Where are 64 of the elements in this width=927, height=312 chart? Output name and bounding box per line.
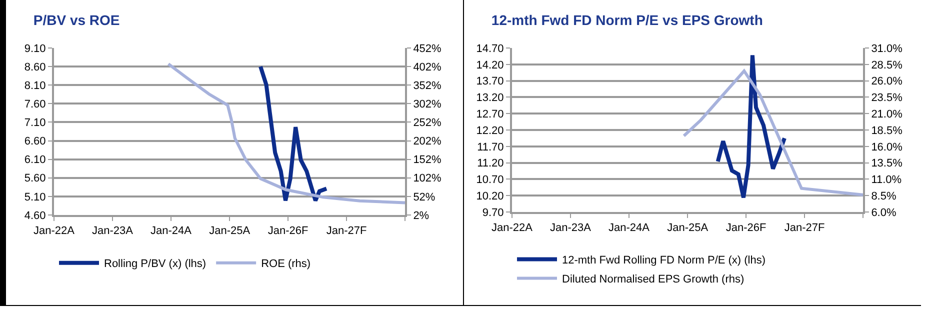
x-tick-label: Jan-23A bbox=[92, 225, 134, 238]
line-series bbox=[716, 53, 786, 200]
legend-label: ROE (rhs) bbox=[261, 258, 311, 270]
y-tick-label: 14.70 bbox=[476, 42, 504, 55]
y2-tick-label: 152% bbox=[413, 154, 442, 166]
y2-tick-label: 202% bbox=[413, 136, 442, 148]
y2-tick-label: 26.0% bbox=[871, 76, 903, 88]
y2-tick-label: 23.5% bbox=[871, 92, 903, 104]
legend-label: Diluted Normalised EPS Growth (rhs) bbox=[562, 274, 744, 286]
x-tick-label: Jan-22A bbox=[492, 222, 534, 234]
legend-label: 12-mth Fwd Rolling FD Norm P/E (x) (lhs) bbox=[562, 254, 766, 267]
chart-title: P/BV vs ROE bbox=[33, 12, 120, 28]
x-tick-label: Jan-25A bbox=[667, 222, 709, 234]
y2-tick-label: 52% bbox=[413, 191, 436, 204]
y-tick-label: 12.20 bbox=[476, 124, 504, 137]
chart-title: 12-mth Fwd FD Norm P/E vs EPS Growth bbox=[491, 12, 763, 28]
y2-tick-label: 11.0% bbox=[871, 174, 902, 186]
y-tick-label: 8.10 bbox=[24, 80, 46, 92]
y-tick-label: 13.20 bbox=[476, 92, 504, 104]
y2-tick-label: 2% bbox=[413, 210, 430, 222]
line-series bbox=[682, 69, 863, 196]
y-tick-label: 10.20 bbox=[476, 190, 504, 202]
y-tick-label: 4.60 bbox=[24, 210, 46, 222]
y-tick-label: 5.60 bbox=[24, 172, 46, 185]
y2-tick-label: 28.5% bbox=[871, 59, 903, 72]
y2-tick-label: 252% bbox=[413, 117, 442, 130]
y-tick-label: 6.10 bbox=[24, 154, 46, 166]
x-tick-label: Jan-25A bbox=[209, 225, 251, 238]
x-tick-label: Jan-24A bbox=[150, 225, 192, 238]
x-tick-label: Jan-27F bbox=[784, 222, 825, 234]
y-tick-label: 9.10 bbox=[24, 42, 46, 55]
x-tick-label: Jan-27F bbox=[326, 225, 367, 238]
x-tick-label: Jan-26F bbox=[268, 225, 309, 238]
y-tick-label: 7.10 bbox=[24, 117, 46, 130]
y2-tick-label: 13.5% bbox=[871, 158, 903, 170]
y2-tick-label: 16.0% bbox=[871, 141, 903, 154]
y2-tick-label: 31.0% bbox=[871, 42, 903, 55]
y2-tick-label: 6.0% bbox=[871, 206, 896, 219]
legend-label: Rolling P/BV (x) (lhs) bbox=[104, 258, 206, 270]
y2-tick-label: 102% bbox=[413, 172, 442, 185]
y2-tick-label: 8.5% bbox=[871, 190, 896, 202]
y2-tick-label: 452% bbox=[413, 42, 442, 55]
y-tick-label: 10.70 bbox=[476, 174, 504, 186]
x-tick-label: Jan-24A bbox=[608, 222, 650, 234]
y2-tick-label: 18.5% bbox=[871, 124, 903, 137]
y-tick-label: 13.70 bbox=[476, 76, 504, 88]
line-series bbox=[166, 62, 405, 204]
y-tick-label: 12.70 bbox=[476, 108, 504, 120]
y2-tick-label: 21.0% bbox=[871, 108, 903, 120]
y2-tick-label: 402% bbox=[413, 61, 442, 74]
y-tick-label: 5.10 bbox=[24, 191, 46, 204]
y-tick-label: 6.60 bbox=[24, 136, 46, 148]
y-tick-label: 8.60 bbox=[24, 61, 46, 74]
x-tick-label: Jan-22A bbox=[34, 225, 76, 238]
line-series bbox=[258, 64, 328, 203]
y-tick-label: 7.60 bbox=[24, 98, 46, 111]
y-tick-label: 11.20 bbox=[477, 158, 504, 170]
y-tick-label: 9.70 bbox=[482, 206, 504, 219]
y2-tick-label: 352% bbox=[413, 80, 442, 92]
x-tick-label: Jan-23A bbox=[550, 222, 592, 234]
y-tick-label: 14.20 bbox=[476, 59, 504, 72]
y2-tick-label: 302% bbox=[413, 98, 442, 111]
y-tick-label: 11.70 bbox=[477, 141, 504, 154]
x-tick-label: Jan-26F bbox=[726, 222, 767, 234]
